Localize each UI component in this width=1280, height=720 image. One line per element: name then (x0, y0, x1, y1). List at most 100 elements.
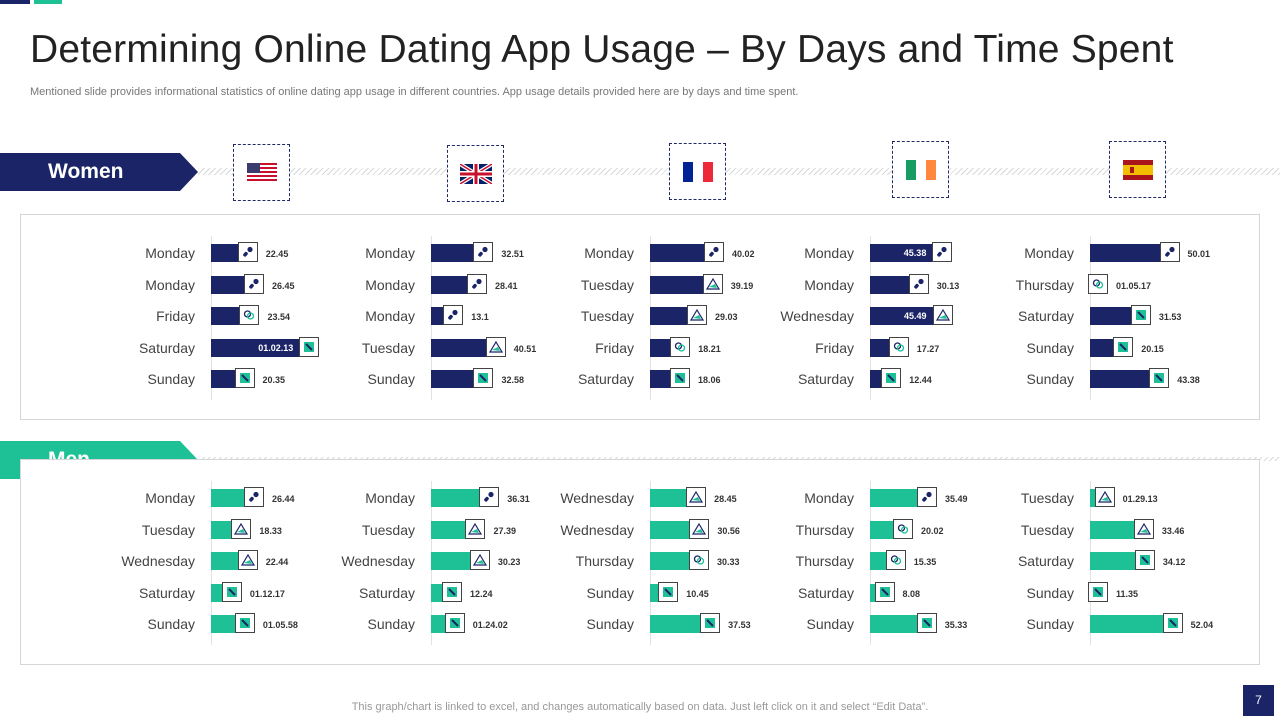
bar-row: Saturday 01.02.13 (139, 336, 411, 359)
france-flag-icon (669, 143, 726, 200)
bar (431, 520, 474, 539)
day-label: Tuesday (580, 308, 634, 325)
bar-row: Monday 35.49 (804, 487, 1070, 509)
day-label: Sunday (1026, 584, 1074, 601)
link-icon (885, 550, 906, 571)
day-label: Monday (365, 245, 415, 261)
value-label: 30.13 (936, 280, 960, 291)
value-label: 35.49 (945, 494, 968, 504)
day-label: Saturday (138, 339, 195, 356)
image-icon (1088, 581, 1108, 602)
day-label: Monday (1024, 245, 1074, 261)
image-icon (441, 581, 462, 602)
bar-row: Sunday 32.58 (368, 368, 631, 390)
value-label: 32.51 (501, 249, 524, 259)
value-label: 26.44 (271, 494, 295, 504)
value-label: 28.45 (714, 494, 737, 504)
user-pin-icon (473, 242, 494, 262)
day-label: Sunday (1026, 371, 1074, 388)
bar-row: Friday 18.21 (595, 336, 850, 359)
bar-row: Saturday 01.12.17 (139, 581, 411, 604)
bar (211, 489, 252, 507)
bar-row: Thursday 01.05.17 (1016, 273, 1280, 296)
day-label: Saturday (797, 584, 854, 601)
value-label: 28.41 (495, 280, 518, 291)
bar (870, 275, 917, 294)
bar (431, 489, 488, 507)
bar-row: Sunday 10.45 (587, 581, 850, 604)
day-label: Monday (804, 276, 854, 293)
bar (1090, 307, 1139, 326)
value-label: 18.21 (698, 343, 721, 354)
bar (211, 244, 246, 262)
bar-row: Sunday 35.33 (807, 613, 1070, 635)
value-label: 30.23 (497, 557, 521, 568)
day-label: Tuesday (1020, 490, 1074, 506)
day-label: Monday (365, 308, 415, 325)
day-label: Thursday (795, 521, 854, 538)
day-label: Sunday (367, 616, 415, 633)
user-pin-icon (479, 487, 500, 507)
day-label: Sunday (367, 371, 415, 388)
day-label: Sunday (1026, 339, 1074, 356)
user-pin-icon (237, 242, 258, 262)
bar (431, 275, 476, 294)
image-icon (881, 368, 902, 389)
image-icon (444, 613, 465, 634)
value-label: 36.31 (507, 494, 530, 504)
triangle-icon (231, 518, 252, 539)
bar-row: Friday 17.27 (815, 336, 1070, 359)
bar (1090, 520, 1142, 539)
value-label: 12.44 (909, 375, 932, 386)
value-label: 23.54 (267, 312, 291, 323)
triangle-icon (485, 336, 506, 357)
women-group-france: Monday 40.02 Tuesday 39.19 Tuesday 29.03 Frida… (578, 236, 850, 400)
image-icon (916, 613, 937, 634)
bar (650, 307, 695, 326)
value-label: 45.38 (903, 248, 927, 258)
day-label: Saturday (797, 371, 854, 388)
bar (870, 244, 941, 262)
bar (650, 552, 697, 571)
bar-row: Tuesday 29.03 (581, 305, 850, 327)
day-label: Saturday (358, 584, 415, 601)
value-label: 18.33 (259, 525, 282, 536)
link-icon (670, 336, 691, 357)
link-icon (893, 518, 914, 539)
triangle-icon (686, 305, 707, 326)
women-divider (198, 168, 1280, 175)
value-label: 32.58 (501, 375, 525, 386)
bar-row: Tuesday 39.19 (581, 273, 850, 296)
value-label: 13.1 (471, 312, 489, 323)
bar (1090, 244, 1168, 262)
value-label: 8.08 (902, 588, 921, 599)
men-chart-panel (20, 459, 1260, 665)
bar-row: Wednesday 30.56 (560, 518, 850, 541)
image-icon (221, 581, 242, 602)
bar (211, 338, 308, 357)
bar (431, 370, 482, 389)
page-subtitle: Mentioned slide provides informational s… (30, 86, 799, 98)
bar (211, 307, 248, 326)
day-label: Saturday (138, 584, 195, 601)
bar-row: Monday 36.31 (365, 487, 631, 509)
link-icon (239, 305, 260, 326)
bar-row: Saturday 18.06 (578, 368, 850, 390)
bar-row: Wednesday 28.45 (560, 487, 850, 509)
user-pin-icon (443, 305, 464, 326)
women-section-tag: Women (0, 153, 198, 191)
bar-row: Wednesday 22.44 (121, 550, 411, 572)
day-label: Monday (804, 490, 854, 506)
user-pin-icon (917, 487, 937, 507)
bar (1090, 552, 1143, 571)
user-pin-icon (1159, 242, 1180, 262)
day-label: Tuesday (141, 521, 195, 538)
value-label: 26.45 (271, 280, 295, 291)
day-label: Wednesday (560, 490, 634, 506)
day-label: Thursday (795, 553, 854, 570)
value-label: 01.05.17 (1116, 280, 1152, 291)
day-label: Thursday (575, 553, 634, 570)
men-group-spain: Tuesday 01.29.13 Tuesday 33.46 Saturday 34.12… (1018, 481, 1280, 645)
image-icon (299, 336, 320, 357)
day-label: Sunday (147, 371, 195, 388)
